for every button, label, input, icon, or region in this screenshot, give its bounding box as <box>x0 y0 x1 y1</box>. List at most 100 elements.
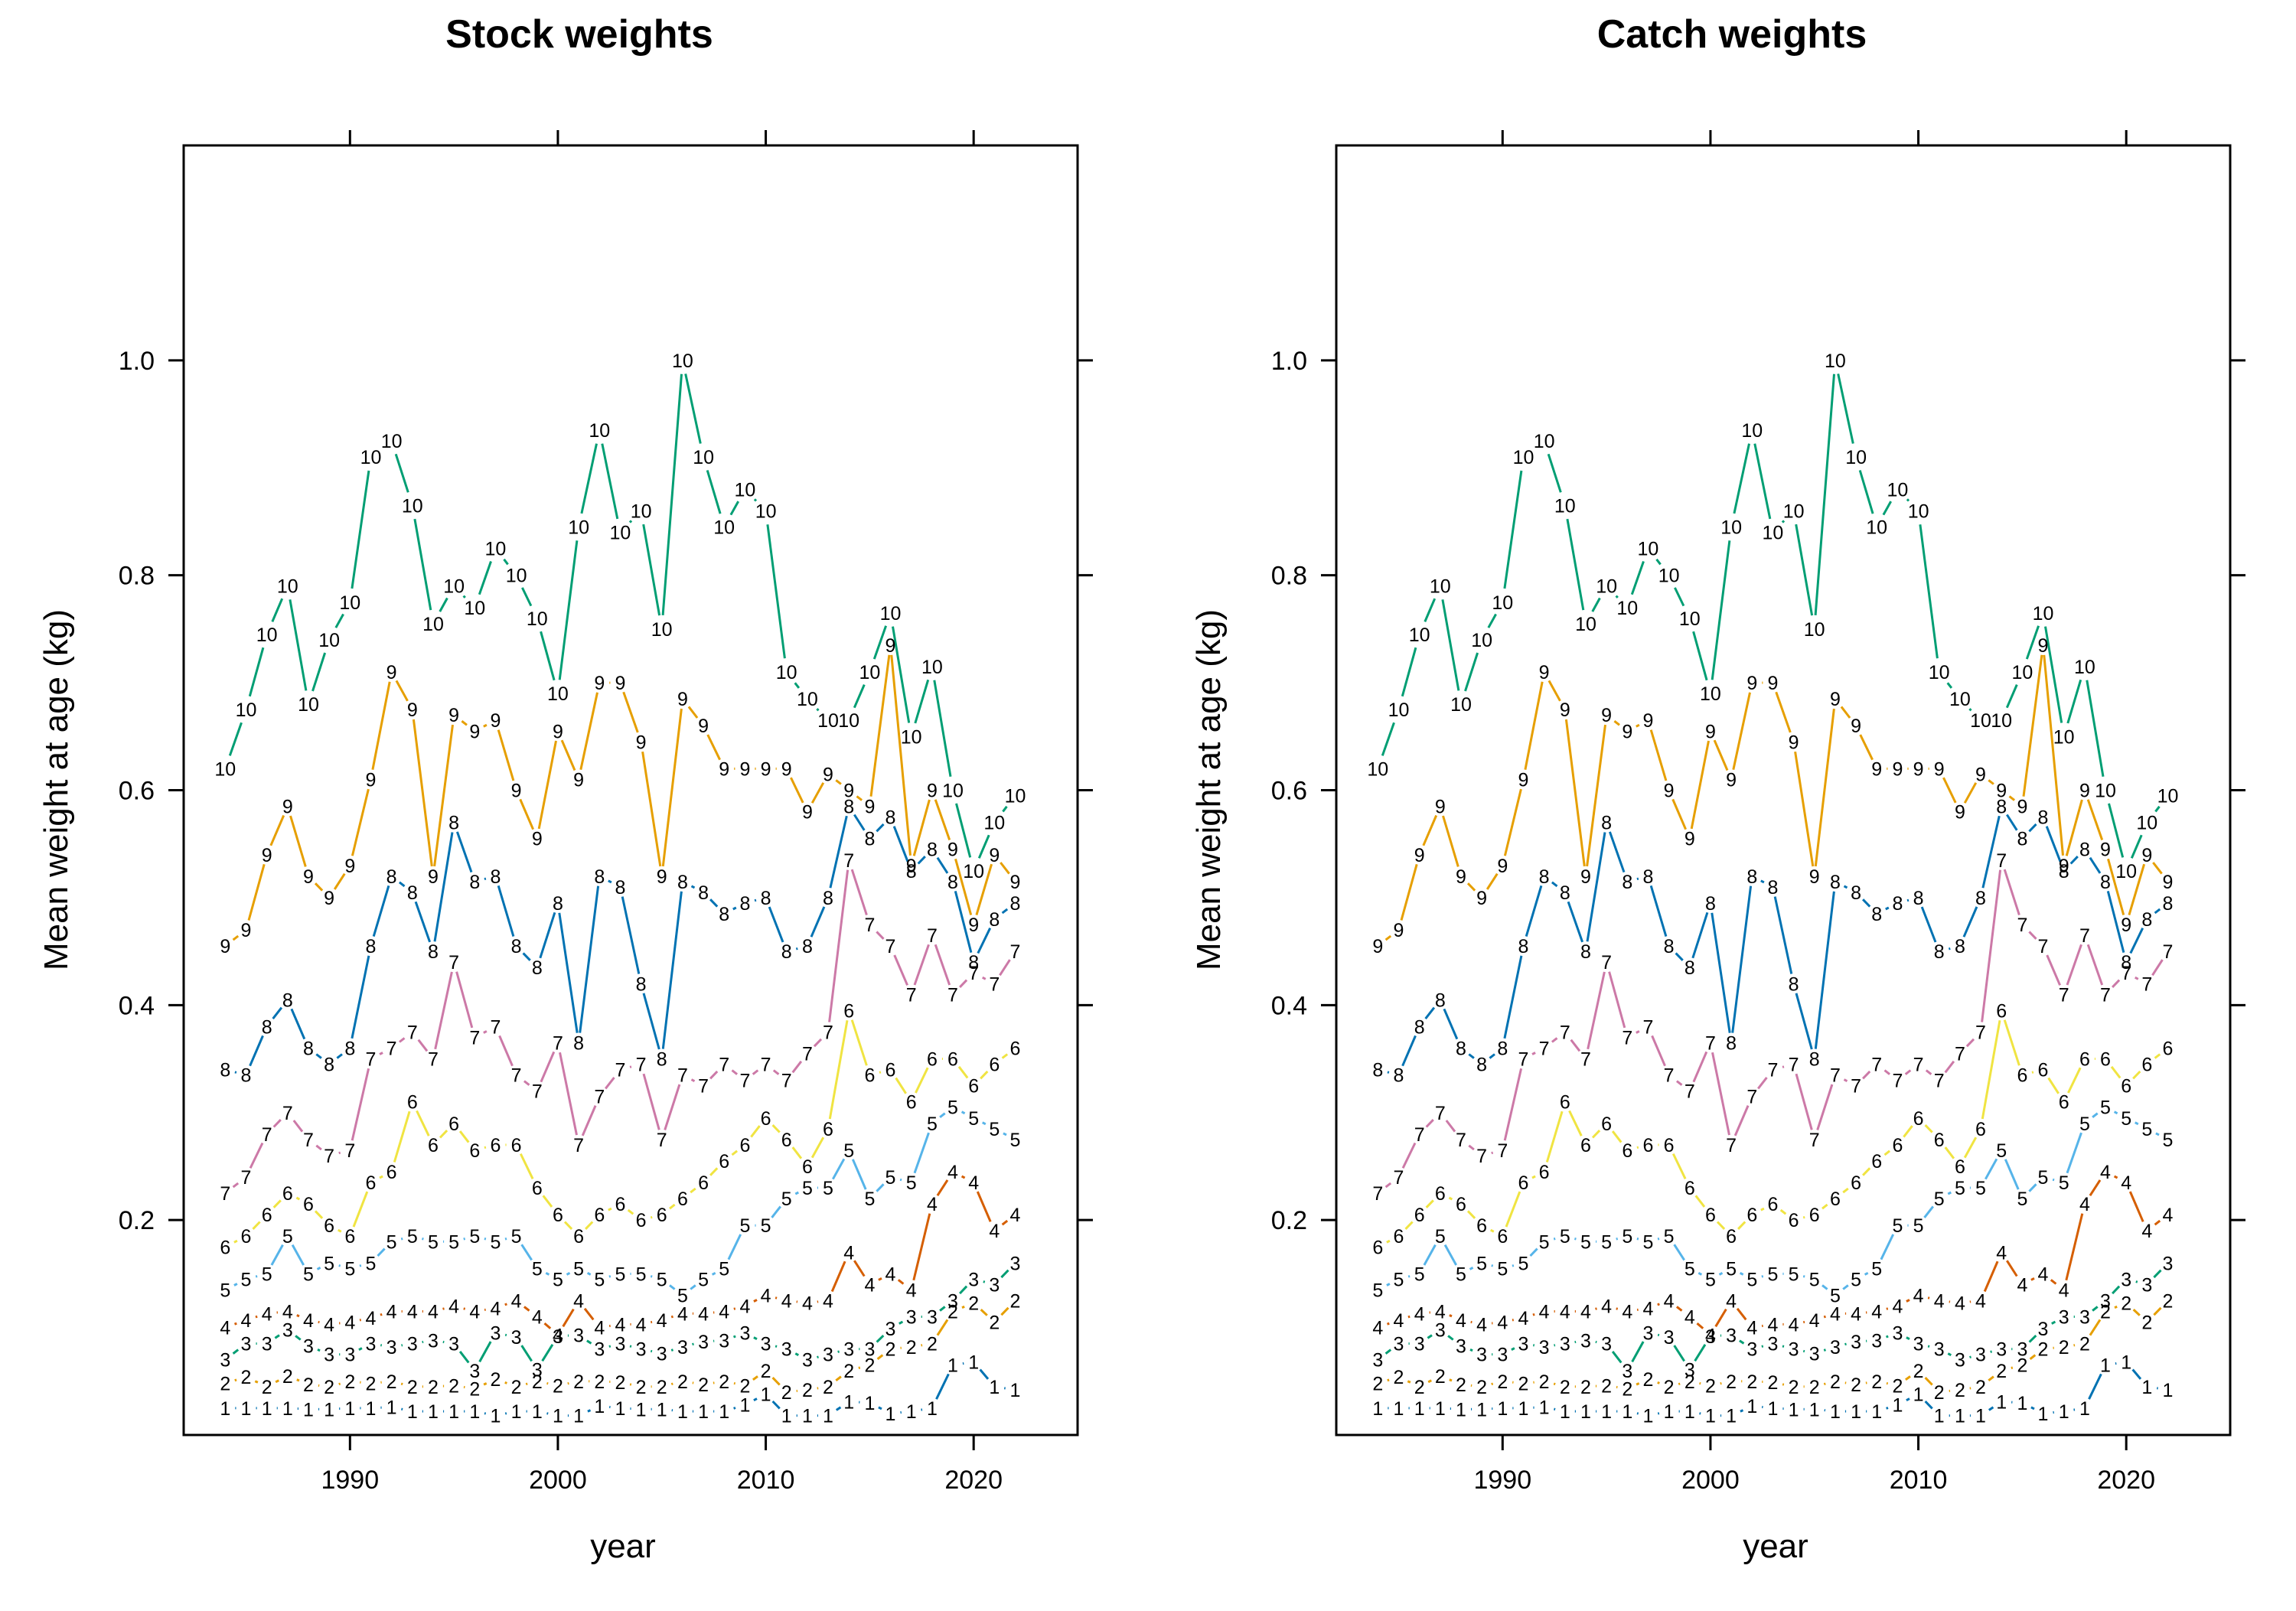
series-7-point-label: 7 <box>719 1055 729 1076</box>
series-5-segment <box>567 1273 570 1274</box>
series-9-point-label: 9 <box>407 700 418 721</box>
series-8-point-label: 8 <box>864 829 875 850</box>
series-8-segment <box>235 1072 236 1073</box>
series-9-point-label: 9 <box>1435 797 1446 818</box>
series-10-point-label: 10 <box>236 700 257 721</box>
series-10-point-label: 10 <box>381 431 403 452</box>
series-1-point-label: 1 <box>927 1398 938 1420</box>
series-2-point-label: 2 <box>490 1369 501 1391</box>
series-9-point-label: 9 <box>469 721 480 742</box>
series-1-point-label: 1 <box>802 1406 813 1427</box>
series-10-point-label: 10 <box>983 813 1005 834</box>
series-4-point-label: 4 <box>657 1310 667 1332</box>
series-5-point-label: 5 <box>989 1119 1000 1140</box>
series-4-point-label: 4 <box>1934 1291 1945 1313</box>
series-8-point-label: 8 <box>1684 957 1695 979</box>
series-10-point-label: 10 <box>797 689 818 710</box>
series-10-point-label: 10 <box>2011 662 2033 683</box>
x-tick-label: 2000 <box>529 1466 587 1495</box>
series-7-segment <box>380 1053 383 1055</box>
series-1-point-label: 1 <box>636 1399 647 1420</box>
series-5-point-label: 5 <box>490 1231 501 1253</box>
series-2-point-label: 2 <box>1414 1377 1425 1398</box>
series-3-point-label: 3 <box>739 1323 750 1345</box>
series-1-point-label: 1 <box>2141 1377 2152 1398</box>
series-4-segment <box>1408 1316 1410 1317</box>
series-4-point-label: 4 <box>2017 1274 2027 1296</box>
series-7-point-label: 7 <box>594 1087 605 1108</box>
series-6-point-label: 6 <box>719 1151 729 1172</box>
series-5-segment <box>983 1123 986 1124</box>
series-3-point-label: 3 <box>469 1361 480 1382</box>
series-4-point-label: 4 <box>885 1264 896 1285</box>
series-8-point-label: 8 <box>386 866 397 888</box>
series-4-segment <box>505 1304 507 1305</box>
series-6-point-label: 6 <box>1414 1205 1425 1226</box>
series-9-point-label: 9 <box>885 635 896 657</box>
series-6-point-label: 6 <box>1975 1119 1986 1140</box>
series-3-point-label: 3 <box>282 1319 293 1341</box>
series-10-point-label: 10 <box>921 657 943 678</box>
series-3-point-label: 3 <box>947 1291 958 1313</box>
series-3-point-label: 3 <box>1934 1339 1945 1361</box>
series-3-point-label: 3 <box>823 1345 833 1366</box>
series-8-point-label: 8 <box>927 840 938 861</box>
series-7-point-label: 7 <box>1539 1039 1550 1060</box>
series-6-point-label: 6 <box>1767 1194 1778 1215</box>
series-9-point-label: 9 <box>1476 888 1487 909</box>
series-2-point-label: 2 <box>2121 1293 2131 1314</box>
series-2-point-label: 2 <box>677 1371 688 1393</box>
series-6-point-label: 6 <box>1539 1162 1550 1183</box>
series-9-point-label: 9 <box>1705 721 1716 742</box>
series-1-point-label: 1 <box>1684 1401 1695 1423</box>
series-6-point-label: 6 <box>1913 1108 1924 1130</box>
series-7-point-label: 7 <box>802 1044 813 1065</box>
series-7-point-label: 7 <box>2038 936 2049 957</box>
series-5-point-label: 5 <box>1851 1269 1861 1290</box>
series-3-segment <box>609 1346 611 1347</box>
series-7-segment <box>692 1080 695 1081</box>
series-7-point-label: 7 <box>1622 1028 1632 1049</box>
series-3-point-label: 3 <box>1394 1334 1404 1355</box>
series-3-segment <box>1782 1346 1784 1347</box>
series-8-segment <box>1761 881 1764 882</box>
series-9-point-label: 9 <box>1830 689 1841 710</box>
series-10-point-label: 10 <box>1409 625 1430 646</box>
series-4-point-label: 4 <box>324 1314 334 1335</box>
series-10-point-label: 10 <box>298 694 319 716</box>
series-7-point-label: 7 <box>885 936 896 957</box>
series-10-point-label: 10 <box>609 523 631 544</box>
series-8-point-label: 8 <box>428 941 439 963</box>
series-6-point-label: 6 <box>303 1194 314 1215</box>
series-7-point-label: 7 <box>511 1065 522 1087</box>
series-1-point-label: 1 <box>2163 1380 2174 1401</box>
series-6-segment <box>651 1217 652 1218</box>
series-7-point-label: 7 <box>344 1140 355 1162</box>
series-8-point-label: 8 <box>594 866 605 888</box>
series-3-segment <box>983 1282 985 1283</box>
series-9-point-label: 9 <box>2141 845 2152 866</box>
series-1-point-label: 1 <box>469 1401 480 1423</box>
series-4-point-label: 4 <box>1664 1291 1675 1313</box>
series-2-point-label: 2 <box>989 1313 1000 1334</box>
series-4-point-label: 4 <box>2121 1172 2131 1194</box>
series-1-point-label: 1 <box>906 1401 917 1423</box>
series-10-point-label: 10 <box>1367 758 1388 780</box>
series-10-point-label: 10 <box>422 614 444 635</box>
series-9-point-label: 9 <box>843 781 854 802</box>
series-3-point-label: 3 <box>324 1345 334 1366</box>
series-2-point-label: 2 <box>448 1375 459 1397</box>
series-8-segment <box>1907 900 1909 901</box>
series-2-point-label: 2 <box>241 1367 252 1388</box>
series-2-point-label: 2 <box>594 1371 605 1393</box>
series-3-point-label: 3 <box>615 1334 625 1355</box>
series-2-point-label: 2 <box>1996 1361 2007 1382</box>
series-4-segment <box>256 1316 257 1317</box>
series-8-point-label: 8 <box>739 893 750 915</box>
series-4-point-label: 4 <box>1830 1303 1841 1325</box>
series-5-point-label: 5 <box>1705 1269 1716 1290</box>
series-10-point-label: 10 <box>1804 619 1825 641</box>
series-5-point-label: 5 <box>448 1231 459 1253</box>
series-3-segment <box>693 1344 694 1345</box>
series-2-point-label: 2 <box>1664 1377 1675 1398</box>
